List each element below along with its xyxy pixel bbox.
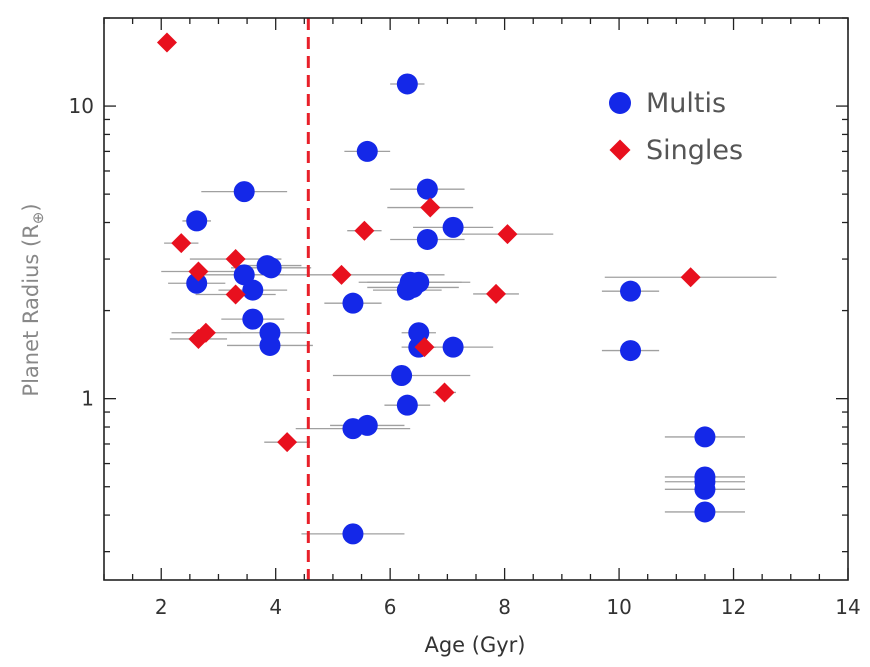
multis-point <box>416 228 438 250</box>
x-tick-label: 4 <box>269 595 282 619</box>
marker-layer <box>156 32 716 545</box>
multis-point <box>356 140 378 162</box>
tick-labels: 2 4 6 8 10 12 14 1 10 <box>69 94 861 619</box>
singles-point <box>188 328 209 349</box>
plot-frame <box>103 17 849 581</box>
singles-point <box>680 267 701 288</box>
singles-point <box>486 283 507 304</box>
x-tick-label: 14 <box>835 595 860 619</box>
singles-point <box>497 224 518 245</box>
multis-point <box>342 418 364 440</box>
multis-point <box>442 216 464 238</box>
multis-point <box>620 280 642 302</box>
x-tick-label: 6 <box>384 595 397 619</box>
multis-point <box>186 272 208 294</box>
singles-point <box>171 233 192 254</box>
axis-ticks <box>103 17 849 580</box>
singles-point <box>188 261 209 282</box>
legend-label-singles: Singles <box>646 135 743 166</box>
multis-point <box>260 257 282 279</box>
singles-point <box>331 264 352 285</box>
x-axis-label: Age (Gyr) <box>424 633 525 657</box>
multis-point <box>396 394 418 416</box>
multis-point <box>396 279 418 301</box>
singles-point <box>225 284 246 305</box>
multis-point <box>242 279 264 301</box>
multis-point <box>442 336 464 358</box>
multis-point <box>342 292 364 314</box>
y-axis-label-close: ) <box>19 203 43 211</box>
singles-point <box>225 249 246 270</box>
multis-point <box>233 181 255 203</box>
singles-point <box>354 220 375 241</box>
x-tick-label: 2 <box>155 595 168 619</box>
legend-marker-singles <box>609 139 631 161</box>
multis-point <box>242 308 264 330</box>
legend-label-multis: Multis <box>646 88 726 119</box>
y-axis-label-sub: ⊕ <box>29 212 47 225</box>
multis-point <box>342 523 364 545</box>
y-axis-label: Planet Radius (R⊕) <box>19 203 47 396</box>
singles-point <box>434 382 455 403</box>
legend: Multis Singles <box>609 88 743 166</box>
singles-point <box>420 197 441 218</box>
multis-point <box>694 426 716 448</box>
multis-point <box>391 364 413 386</box>
multis-point <box>259 334 281 356</box>
multis-point <box>694 478 716 500</box>
multis-point <box>620 340 642 362</box>
y-axis-label-main: Planet Radius (R <box>19 224 43 396</box>
singles-point <box>277 432 298 453</box>
x-tick-label: 8 <box>498 595 511 619</box>
multis-point <box>416 178 438 200</box>
x-tick-label: 10 <box>606 595 631 619</box>
singles-point <box>156 32 177 53</box>
multis-point <box>186 210 208 232</box>
y-tick-label: 1 <box>81 387 94 411</box>
x-tick-label: 12 <box>721 595 746 619</box>
multis-point <box>396 73 418 95</box>
singles-point <box>414 337 435 358</box>
multis-point <box>694 501 716 523</box>
multis-point <box>233 264 255 286</box>
legend-marker-multis <box>609 92 631 114</box>
y-tick-label: 10 <box>69 94 94 118</box>
